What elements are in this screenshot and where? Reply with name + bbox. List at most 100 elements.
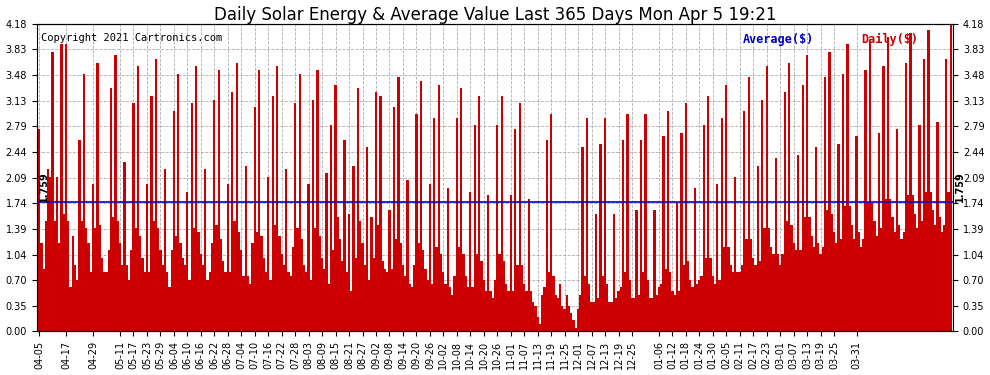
- Bar: [400, 243, 402, 332]
- Bar: [719, 280, 721, 332]
- Bar: [648, 298, 651, 332]
- Bar: [862, 239, 864, 332]
- Bar: [154, 59, 157, 332]
- Bar: [38, 129, 41, 332]
- Bar: [83, 74, 85, 332]
- Bar: [657, 287, 660, 332]
- Bar: [523, 284, 526, 332]
- Bar: [301, 239, 303, 332]
- Bar: [249, 284, 251, 332]
- Bar: [498, 254, 501, 332]
- Bar: [685, 103, 687, 332]
- Bar: [889, 199, 891, 332]
- Bar: [593, 302, 595, 332]
- Bar: [425, 269, 427, 332]
- Bar: [429, 184, 431, 332]
- Bar: [312, 99, 314, 332]
- Bar: [431, 284, 434, 332]
- Bar: [384, 269, 386, 332]
- Bar: [361, 243, 363, 332]
- Bar: [554, 294, 556, 332]
- Bar: [391, 269, 393, 332]
- Bar: [678, 291, 680, 332]
- Bar: [732, 273, 735, 332]
- Bar: [476, 254, 478, 332]
- Bar: [705, 258, 707, 332]
- Bar: [478, 96, 480, 332]
- Bar: [346, 273, 347, 332]
- Bar: [357, 88, 359, 332]
- Bar: [528, 199, 530, 332]
- Bar: [739, 273, 741, 332]
- Bar: [660, 284, 662, 332]
- Bar: [756, 166, 759, 332]
- Bar: [207, 280, 209, 332]
- Bar: [339, 239, 342, 332]
- Bar: [947, 192, 949, 332]
- Bar: [299, 74, 301, 332]
- Bar: [900, 239, 903, 332]
- Bar: [878, 133, 880, 332]
- Bar: [544, 287, 545, 332]
- Bar: [115, 56, 117, 332]
- Bar: [71, 236, 74, 332]
- Bar: [342, 261, 344, 332]
- Bar: [604, 118, 606, 332]
- Bar: [714, 284, 716, 332]
- Bar: [550, 114, 552, 332]
- Bar: [234, 221, 236, 332]
- Bar: [436, 247, 438, 332]
- Bar: [60, 44, 62, 332]
- Bar: [377, 225, 379, 332]
- Bar: [137, 66, 139, 332]
- Bar: [287, 273, 289, 332]
- Bar: [547, 273, 550, 332]
- Bar: [350, 291, 352, 332]
- Bar: [707, 96, 710, 332]
- Bar: [101, 258, 103, 332]
- Bar: [829, 52, 831, 332]
- Bar: [110, 88, 112, 332]
- Bar: [898, 225, 900, 332]
- Bar: [689, 280, 691, 332]
- Bar: [200, 254, 202, 332]
- Bar: [121, 265, 124, 332]
- Bar: [716, 184, 719, 332]
- Bar: [81, 221, 83, 332]
- Bar: [510, 195, 512, 332]
- Bar: [701, 276, 703, 332]
- Bar: [420, 81, 422, 332]
- Bar: [857, 232, 860, 332]
- Bar: [864, 70, 866, 332]
- Bar: [94, 228, 96, 332]
- Bar: [352, 166, 354, 332]
- Bar: [833, 232, 836, 332]
- Bar: [512, 291, 514, 332]
- Bar: [78, 140, 81, 332]
- Bar: [231, 92, 234, 332]
- Bar: [222, 261, 225, 332]
- Bar: [903, 232, 905, 332]
- Bar: [882, 66, 885, 332]
- Bar: [618, 291, 620, 332]
- Bar: [640, 140, 643, 332]
- Bar: [556, 298, 559, 332]
- Bar: [539, 324, 541, 332]
- Bar: [103, 273, 105, 332]
- Bar: [790, 225, 793, 332]
- Bar: [930, 192, 932, 332]
- Bar: [427, 280, 429, 332]
- Bar: [846, 44, 848, 332]
- Bar: [866, 202, 869, 332]
- Bar: [673, 294, 676, 332]
- Bar: [404, 276, 406, 332]
- Bar: [875, 236, 878, 332]
- Bar: [779, 265, 781, 332]
- Text: Copyright 2021 Cartronics.com: Copyright 2021 Cartronics.com: [42, 33, 223, 43]
- Bar: [220, 239, 222, 332]
- Bar: [629, 280, 631, 332]
- Bar: [449, 287, 451, 332]
- Bar: [655, 294, 657, 332]
- Bar: [108, 251, 110, 332]
- Bar: [570, 313, 572, 332]
